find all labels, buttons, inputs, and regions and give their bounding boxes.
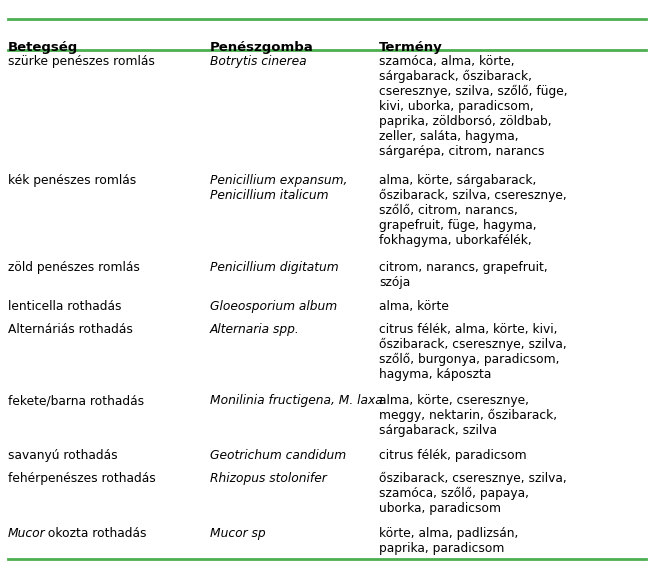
Text: Betegség: Betegség <box>8 41 78 54</box>
Text: savanyú rothadás: savanyú rothadás <box>8 449 118 462</box>
Text: alma, körte: alma, körte <box>379 300 449 313</box>
Text: Penicillium digitatum: Penicillium digitatum <box>210 261 338 274</box>
Text: kék penészes romlás: kék penészes romlás <box>8 174 136 187</box>
Text: Rhizopus stolonifer: Rhizopus stolonifer <box>210 472 326 485</box>
Text: lenticella rothadás: lenticella rothadás <box>8 300 122 313</box>
Text: alma, körte, sárgabarack,
őszibarack, szilva, cseresznye,
szőlő, citrom, narancs: alma, körte, sárgabarack, őszibarack, sz… <box>379 174 567 247</box>
Text: Penicillium expansum,
Penicillium italicum: Penicillium expansum, Penicillium italic… <box>210 174 347 202</box>
Text: citrus félék, paradicsom: citrus félék, paradicsom <box>379 449 526 462</box>
Text: Botrytis cinerea: Botrytis cinerea <box>210 55 307 68</box>
Text: citrom, narancs, grapefruit,
szója: citrom, narancs, grapefruit, szója <box>379 261 548 289</box>
Text: körte, alma, padlizsán,
paprika, paradicsom: körte, alma, padlizsán, paprika, paradic… <box>379 527 519 555</box>
Text: Gloeosporium album: Gloeosporium album <box>210 300 337 313</box>
Text: Termény: Termény <box>379 41 443 54</box>
Text: Alternaria spp.: Alternaria spp. <box>210 323 300 336</box>
Text: Penészgomba: Penészgomba <box>210 41 313 54</box>
Text: Alternáriás rothadás: Alternáriás rothadás <box>8 323 133 336</box>
Text: Monilinia fructigena, M. laxa: Monilinia fructigena, M. laxa <box>210 394 383 407</box>
Text: szürke penészes romlás: szürke penészes romlás <box>8 55 155 68</box>
Text: fekete/barna rothadás: fekete/barna rothadás <box>8 394 144 407</box>
Text: szamóca, alma, körte,
sárgabarack, őszibarack,
cseresznye, szilva, szőlő, füge,
: szamóca, alma, körte, sárgabarack, őszib… <box>379 55 568 158</box>
Text: zöld penészes romlás: zöld penészes romlás <box>8 261 140 274</box>
Text: alma, körte, cseresznye,
meggy, nektarin, őszibarack,
sárgabarack, szilva: alma, körte, cseresznye, meggy, nektarin… <box>379 394 557 437</box>
Text: Mucor sp: Mucor sp <box>210 527 266 540</box>
Text: őszibarack, cseresznye, szilva,
szamóca, szőlő, papaya,
uborka, paradicsom: őszibarack, cseresznye, szilva, szamóca,… <box>379 472 567 516</box>
Text: Geotrichum candidum: Geotrichum candidum <box>210 449 346 462</box>
Text: okozta rothadás: okozta rothadás <box>44 527 146 540</box>
Text: Mucor: Mucor <box>8 527 46 540</box>
Text: fehérpenészes rothadás: fehérpenészes rothadás <box>8 472 156 485</box>
Text: citrus félék, alma, körte, kivi,
őszibarack, cseresznye, szilva,
szőlő, burgonya: citrus félék, alma, körte, kivi, őszibar… <box>379 323 567 381</box>
